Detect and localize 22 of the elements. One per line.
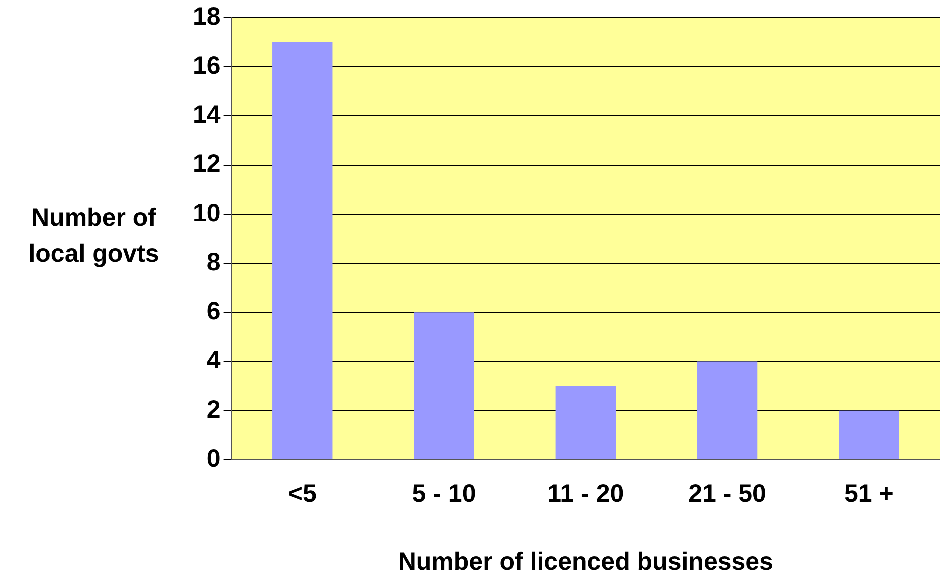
y-tick-label: 2 bbox=[206, 396, 221, 424]
y-tick-label: 16 bbox=[192, 52, 221, 80]
bar bbox=[697, 362, 758, 460]
y-tick-label: 14 bbox=[192, 101, 221, 130]
x-tick-label: 51 + bbox=[844, 480, 894, 508]
y-tick-label: 18 bbox=[192, 2, 221, 31]
x-tick-label: 11 - 20 bbox=[548, 480, 624, 508]
y-tick-label: 10 bbox=[192, 199, 221, 228]
y-tick-label: 0 bbox=[206, 444, 221, 473]
x-tick-label: 5 - 10 bbox=[412, 480, 476, 508]
y-axis-title: Number of local govts bbox=[28, 203, 160, 270]
y-tick-label: 6 bbox=[206, 298, 221, 326]
bar bbox=[272, 42, 333, 460]
x-tick-label: 21 - 50 bbox=[688, 480, 766, 508]
y-tick-label: 8 bbox=[206, 248, 221, 276]
x-tick-label: <5 bbox=[288, 480, 317, 508]
x-axis-title: Number of licenced businesses bbox=[398, 548, 774, 576]
bar bbox=[556, 386, 616, 460]
bar bbox=[839, 410, 900, 460]
y-tick-label: 12 bbox=[192, 150, 221, 178]
bar bbox=[414, 312, 474, 460]
y-tick-label: 4 bbox=[206, 346, 221, 375]
